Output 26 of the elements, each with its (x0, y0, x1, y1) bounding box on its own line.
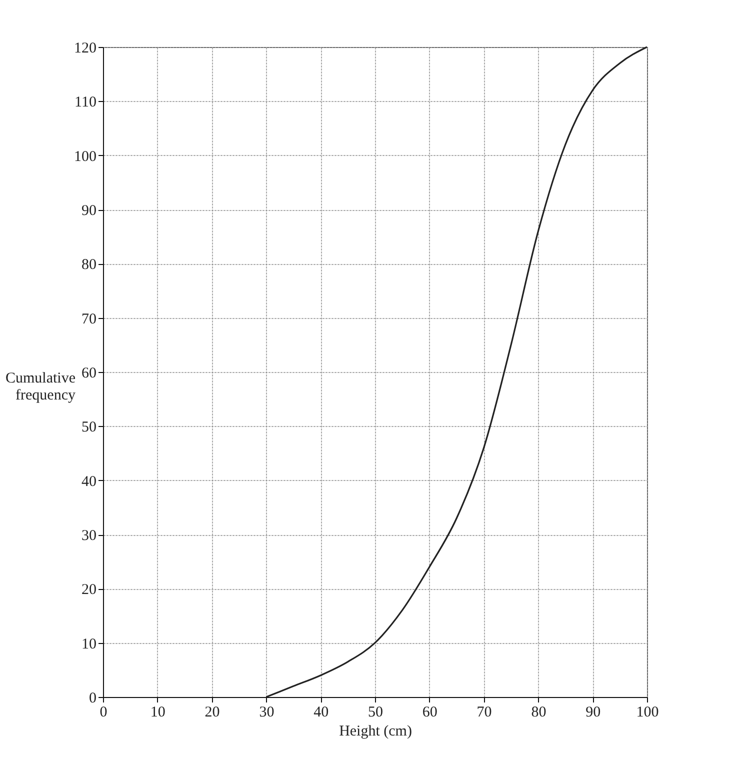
y-tick-label: 60 (82, 366, 96, 382)
x-tick-label: 90 (586, 704, 601, 720)
y-tick-label: 120 (74, 40, 96, 56)
y-tick-label: 80 (82, 257, 96, 274)
x-axis-title: Height (cm) (339, 724, 412, 740)
y-tick-label: 110 (74, 94, 96, 111)
y-tick-label: 20 (82, 582, 96, 598)
x-tick-label: 10 (150, 704, 166, 720)
x-tick-label: 40 (314, 704, 329, 720)
y-tick-label: 90 (82, 203, 96, 219)
x-tick-label: 50 (368, 704, 383, 720)
y-tick-label: 10 (82, 636, 96, 652)
y-tick-label: 50 (82, 420, 96, 436)
y-tick-label: 100 (74, 148, 96, 165)
x-tick-label: 80 (531, 704, 546, 720)
x-tick-label: 0 (100, 704, 108, 720)
x-tick-label: 100 (636, 704, 659, 720)
x-tick-label: 60 (422, 704, 438, 720)
y-tick-label: 0 (89, 690, 96, 706)
x-tick-label: 30 (259, 704, 274, 720)
x-tick-label: 70 (476, 704, 492, 720)
y-tick-label: 70 (82, 311, 96, 328)
y-tick-label: 40 (82, 474, 96, 490)
y-axis-title: Cumulative frequency (6, 370, 76, 404)
y-tick-label: 30 (82, 528, 96, 544)
x-tick-label: 20 (204, 704, 220, 720)
